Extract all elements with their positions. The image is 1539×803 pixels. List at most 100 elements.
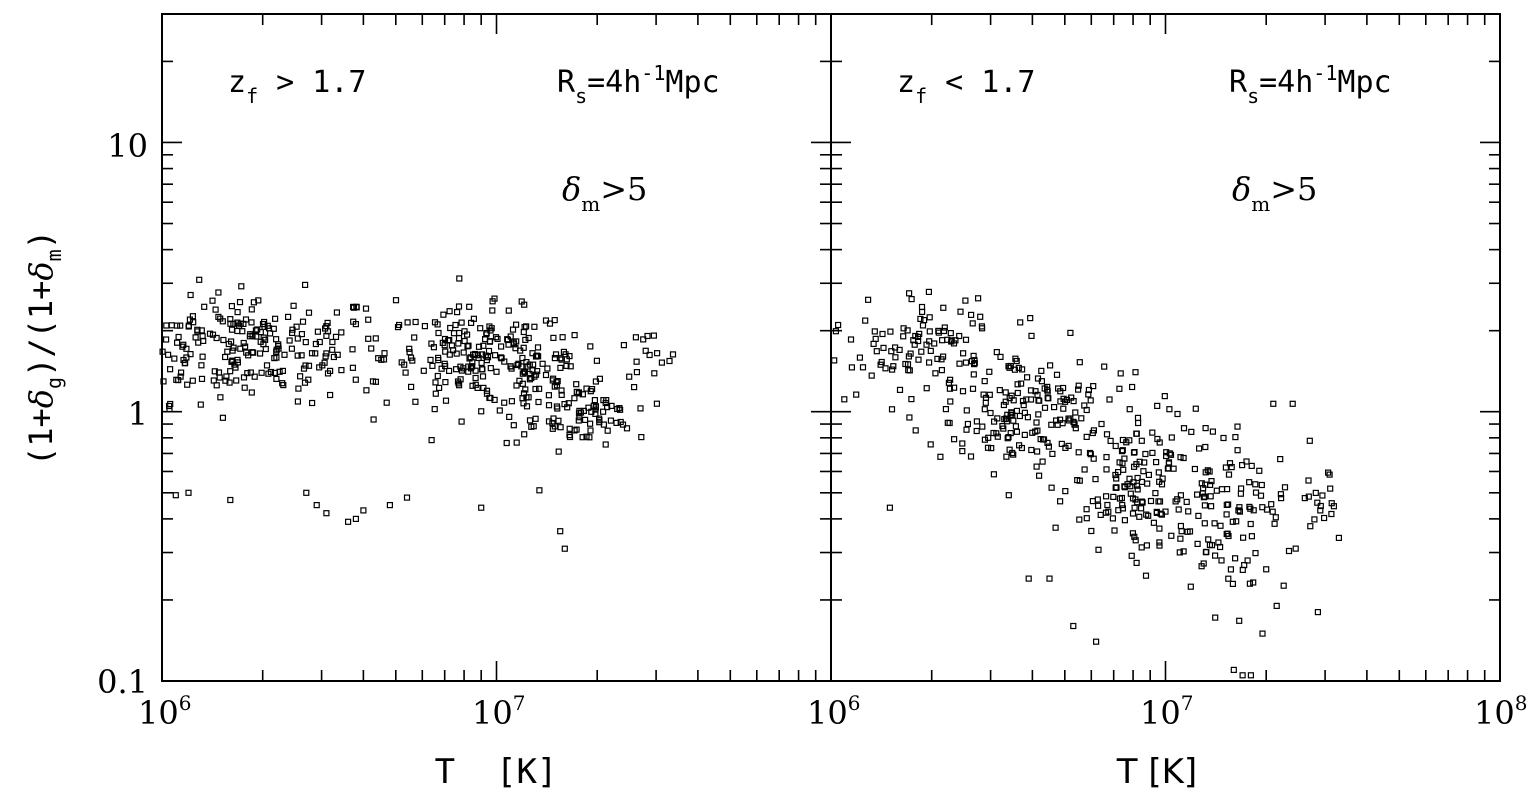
data-point [1319,492,1326,499]
data-point [1263,566,1270,573]
data-point [534,344,542,351]
data-point [372,378,379,385]
data-point [1144,480,1151,487]
data-point [368,345,375,352]
data-point [429,362,436,369]
data-point [475,343,483,350]
data-point [1003,415,1011,422]
data-point [1174,496,1181,503]
data-point [442,379,449,386]
data-point [1040,436,1048,443]
data-point [607,417,615,424]
data-point [452,321,459,329]
data-point [456,382,463,389]
data-point [215,289,222,296]
data-point [557,364,564,371]
data-point [455,335,463,342]
data-point [192,334,199,341]
data-point [507,363,514,370]
data-point [434,372,441,380]
data-point [959,350,967,357]
data-point [514,361,521,369]
data-point [586,434,593,441]
data-point [173,322,181,329]
data-point [1241,561,1248,569]
data-point [1049,450,1056,457]
data-point [450,330,458,337]
data-point [226,379,233,386]
data-point [172,492,179,499]
data-point [1208,542,1216,549]
data-point [1095,546,1102,553]
data-point [1268,501,1275,508]
data-point [1162,508,1169,515]
data-point [469,382,476,389]
data-point [856,354,864,361]
data-point [1020,402,1027,409]
data-point [1041,404,1049,411]
data-point [519,380,526,387]
data-point [1070,418,1077,425]
data-point [489,307,496,314]
data-point [969,320,976,327]
data-point [467,365,474,372]
data-point [1035,411,1042,418]
data-point [923,385,930,392]
data-point [1006,364,1013,371]
data-point [946,419,953,427]
data-point [1089,498,1097,505]
data-point [981,406,988,413]
data-point [1000,401,1008,409]
data-point [907,350,914,357]
data-point [338,367,345,374]
data-point [942,406,950,413]
data-point [834,321,842,329]
data-point [491,295,498,302]
data-point [1072,425,1079,432]
data-point [1133,482,1141,489]
data-point [520,400,527,407]
data-point [994,433,1001,440]
data-point [1153,509,1161,516]
data-point [498,343,505,350]
data-point [185,489,192,496]
data-point [1044,383,1051,390]
data-point [1155,469,1162,476]
data-point [959,388,967,395]
data-point [950,340,958,347]
right-x-tick-label-1e7: 107 [1140,691,1193,732]
data-point [1038,378,1046,385]
data-point [1229,518,1236,525]
data-point [888,406,896,413]
data-point [305,376,312,383]
right-axis-ticks [831,14,1500,681]
data-point [466,303,473,310]
data-point [290,302,297,309]
data-point [427,356,434,363]
data-point [528,374,535,382]
right-x-tick-labels: 106 107 108 [807,691,1527,732]
data-point [302,339,309,346]
data-point [250,299,257,306]
data-point [1132,496,1139,503]
data-point [321,359,328,366]
data-point [573,381,580,388]
data-point [232,364,239,371]
right-annotation-zf: zf < 1.7 [897,65,1035,108]
data-point [532,385,539,393]
data-point [658,359,666,366]
data-point [180,356,187,364]
data-point [1161,393,1168,400]
data-point [1252,489,1260,496]
data-point [873,348,880,355]
data-point [1220,434,1227,442]
data-point [633,369,641,376]
data-point [1075,382,1082,389]
data-point [309,399,316,407]
data-point [1247,520,1254,528]
data-point [487,365,494,372]
data-point [338,329,345,336]
data-point [1101,363,1108,370]
data-point [175,333,182,341]
data-point [1199,490,1206,497]
